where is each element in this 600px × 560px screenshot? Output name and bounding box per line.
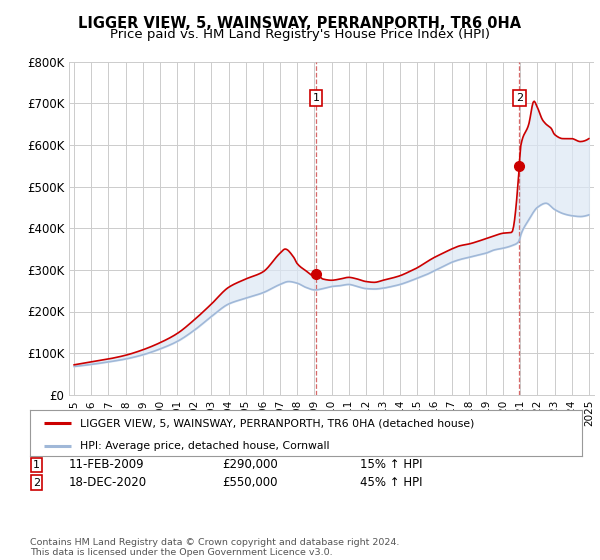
- Text: 15% ↑ HPI: 15% ↑ HPI: [360, 458, 422, 472]
- Text: 45% ↑ HPI: 45% ↑ HPI: [360, 476, 422, 489]
- Text: 11-FEB-2009: 11-FEB-2009: [69, 458, 145, 472]
- Text: 1: 1: [33, 460, 40, 470]
- Text: Price paid vs. HM Land Registry's House Price Index (HPI): Price paid vs. HM Land Registry's House …: [110, 28, 490, 41]
- Text: LIGGER VIEW, 5, WAINSWAY, PERRANPORTH, TR6 0HA: LIGGER VIEW, 5, WAINSWAY, PERRANPORTH, T…: [79, 16, 521, 31]
- Text: 2: 2: [516, 94, 523, 103]
- Text: LIGGER VIEW, 5, WAINSWAY, PERRANPORTH, TR6 0HA (detached house): LIGGER VIEW, 5, WAINSWAY, PERRANPORTH, T…: [80, 418, 474, 428]
- Text: HPI: Average price, detached house, Cornwall: HPI: Average price, detached house, Corn…: [80, 441, 329, 451]
- Text: 18-DEC-2020: 18-DEC-2020: [69, 476, 147, 489]
- Text: 1: 1: [313, 94, 320, 103]
- Text: £550,000: £550,000: [222, 476, 277, 489]
- Text: £290,000: £290,000: [222, 458, 278, 472]
- Text: Contains HM Land Registry data © Crown copyright and database right 2024.
This d: Contains HM Land Registry data © Crown c…: [30, 538, 400, 557]
- Text: 2: 2: [33, 478, 40, 488]
